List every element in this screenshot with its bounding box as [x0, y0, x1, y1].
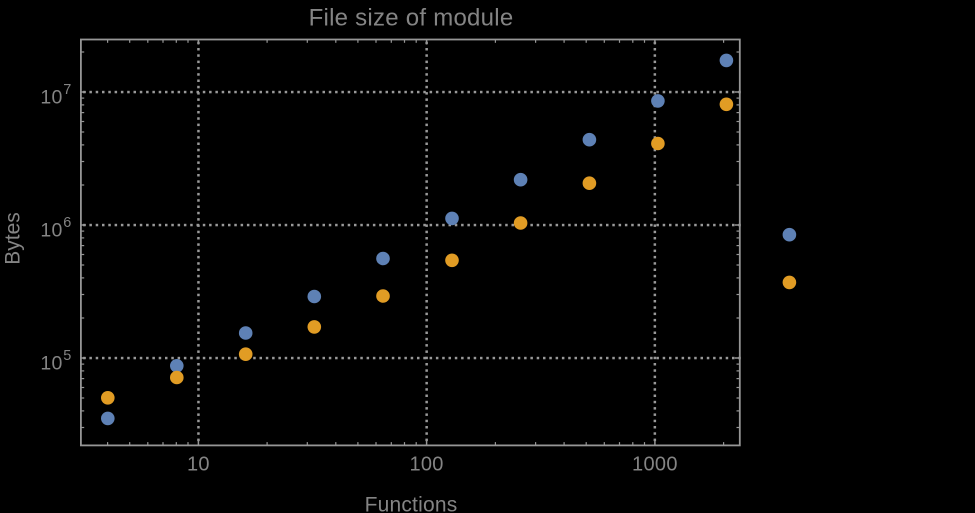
svg-text:Bytes: Bytes [2, 212, 25, 265]
svg-text:5: 5 [63, 348, 71, 364]
svg-text:File size of module: File size of module [309, 5, 514, 32]
svg-text:10: 10 [40, 353, 62, 375]
svg-text:10: 10 [40, 87, 62, 109]
svg-text:10: 10 [187, 454, 210, 476]
svg-text:6: 6 [63, 215, 71, 231]
svg-text:10: 10 [40, 220, 62, 242]
svg-text:1000: 1000 [632, 454, 678, 476]
svg-text:Functions: Functions [365, 493, 458, 513]
svg-text:7: 7 [63, 82, 71, 98]
svg-text:100: 100 [409, 454, 443, 476]
